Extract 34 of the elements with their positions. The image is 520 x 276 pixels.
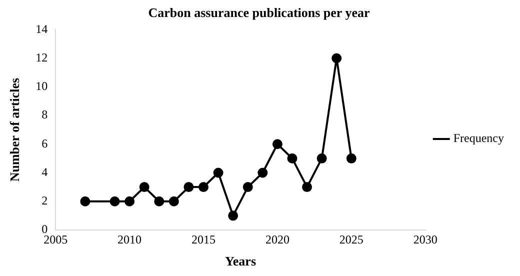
y-tick-label: 12 (36, 50, 48, 64)
point (346, 153, 356, 164)
point (287, 153, 298, 164)
point (124, 196, 135, 206)
point (302, 182, 312, 192)
chart-title: Carbon assurance publications per year (148, 5, 370, 20)
point (80, 196, 90, 206)
point (168, 196, 179, 206)
point (228, 210, 238, 221)
x-axis-title: Years (224, 254, 256, 269)
point (258, 168, 268, 178)
x-tick-label: 2010 (118, 232, 142, 246)
point (110, 196, 120, 206)
y-tick-label: 10 (36, 79, 48, 94)
y-tick-label: 2 (42, 194, 48, 208)
point (272, 139, 282, 150)
point (332, 53, 342, 64)
point (154, 196, 164, 206)
y-tick-label: 8 (42, 108, 48, 122)
x-tick-label: 2030 (413, 232, 438, 246)
x-tick-label: 2015 (192, 232, 216, 246)
y-tick-label: 4 (42, 164, 48, 179)
y-axis-title: Number of articles (7, 78, 22, 182)
point (139, 182, 150, 192)
point (213, 168, 224, 178)
y-tick-label: 6 (42, 136, 48, 150)
point (184, 182, 194, 192)
point (242, 182, 253, 192)
legend-label: Frequency (453, 131, 504, 146)
x-tick-label: 2020 (265, 232, 290, 246)
y-tick-label: 14 (36, 22, 48, 36)
point (316, 153, 327, 164)
point (198, 182, 208, 192)
x-tick-label: 2025 (339, 232, 364, 246)
